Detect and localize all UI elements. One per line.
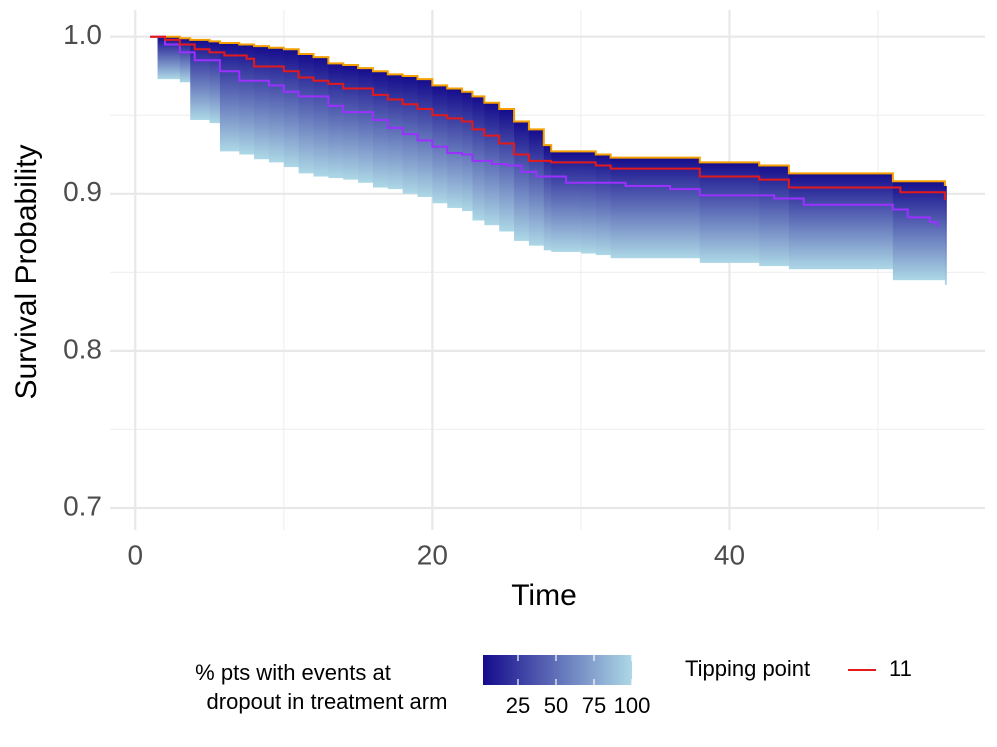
band-segment [528, 129, 545, 246]
band-segment [892, 181, 946, 281]
y-tick-label: 0.7 [63, 490, 102, 521]
band-segment [387, 74, 404, 190]
survival-line [150, 35, 939, 227]
band-segment [372, 71, 389, 188]
y-tick-label: 0.9 [63, 176, 102, 207]
y-axis-title: Survival Probability [10, 144, 43, 399]
band-segment [239, 44, 255, 155]
band-segment [254, 46, 270, 160]
band-segment [328, 63, 344, 179]
colorbar-tick-label: 50 [544, 693, 568, 718]
band-segment [313, 57, 329, 177]
band-segment [343, 64, 359, 180]
x-tick-label: 20 [417, 539, 448, 570]
band-segment [699, 162, 760, 263]
band-segment [417, 79, 433, 197]
band-edge [150, 35, 946, 186]
band-segment [462, 91, 473, 212]
band-segment [298, 53, 314, 174]
x-tick-label: 40 [714, 539, 745, 570]
x-axis-title: Time [511, 579, 577, 612]
band-segment [788, 173, 894, 270]
colorbar-tick-label: 75 [582, 693, 606, 718]
band-segment [157, 36, 181, 80]
band-segment [283, 49, 300, 168]
y-tick-label: 0.8 [63, 333, 102, 364]
survival-line [150, 35, 946, 201]
band-segment [580, 151, 597, 254]
band-segment [610, 157, 701, 259]
legend-label: 11 [889, 656, 912, 681]
band-segment [551, 151, 582, 252]
band-segment [944, 185, 947, 285]
y-tick-label: 1.0 [63, 19, 102, 50]
colorbar [483, 655, 632, 685]
band-segment [179, 38, 191, 83]
colorbar-title: dropout in treatment arm [207, 689, 448, 714]
band-segment [219, 42, 240, 152]
band-segment [432, 85, 448, 204]
legend-title: Tipping point [685, 656, 810, 681]
colorbar-title: % pts with events at [195, 660, 391, 685]
band-segment [514, 121, 530, 241]
x-tick-label: 0 [127, 539, 143, 570]
band-segment [543, 145, 552, 251]
band-segment [499, 108, 515, 232]
colorbar-tick-label: 25 [506, 693, 530, 718]
band-segment [209, 41, 221, 124]
colorbar-tick-label: 100 [614, 693, 651, 718]
band-segment [595, 154, 612, 256]
band-segment [472, 96, 485, 221]
band-segment [268, 47, 285, 163]
band-segment [759, 165, 790, 267]
band-segment [358, 68, 374, 183]
band-segment [447, 88, 463, 208]
